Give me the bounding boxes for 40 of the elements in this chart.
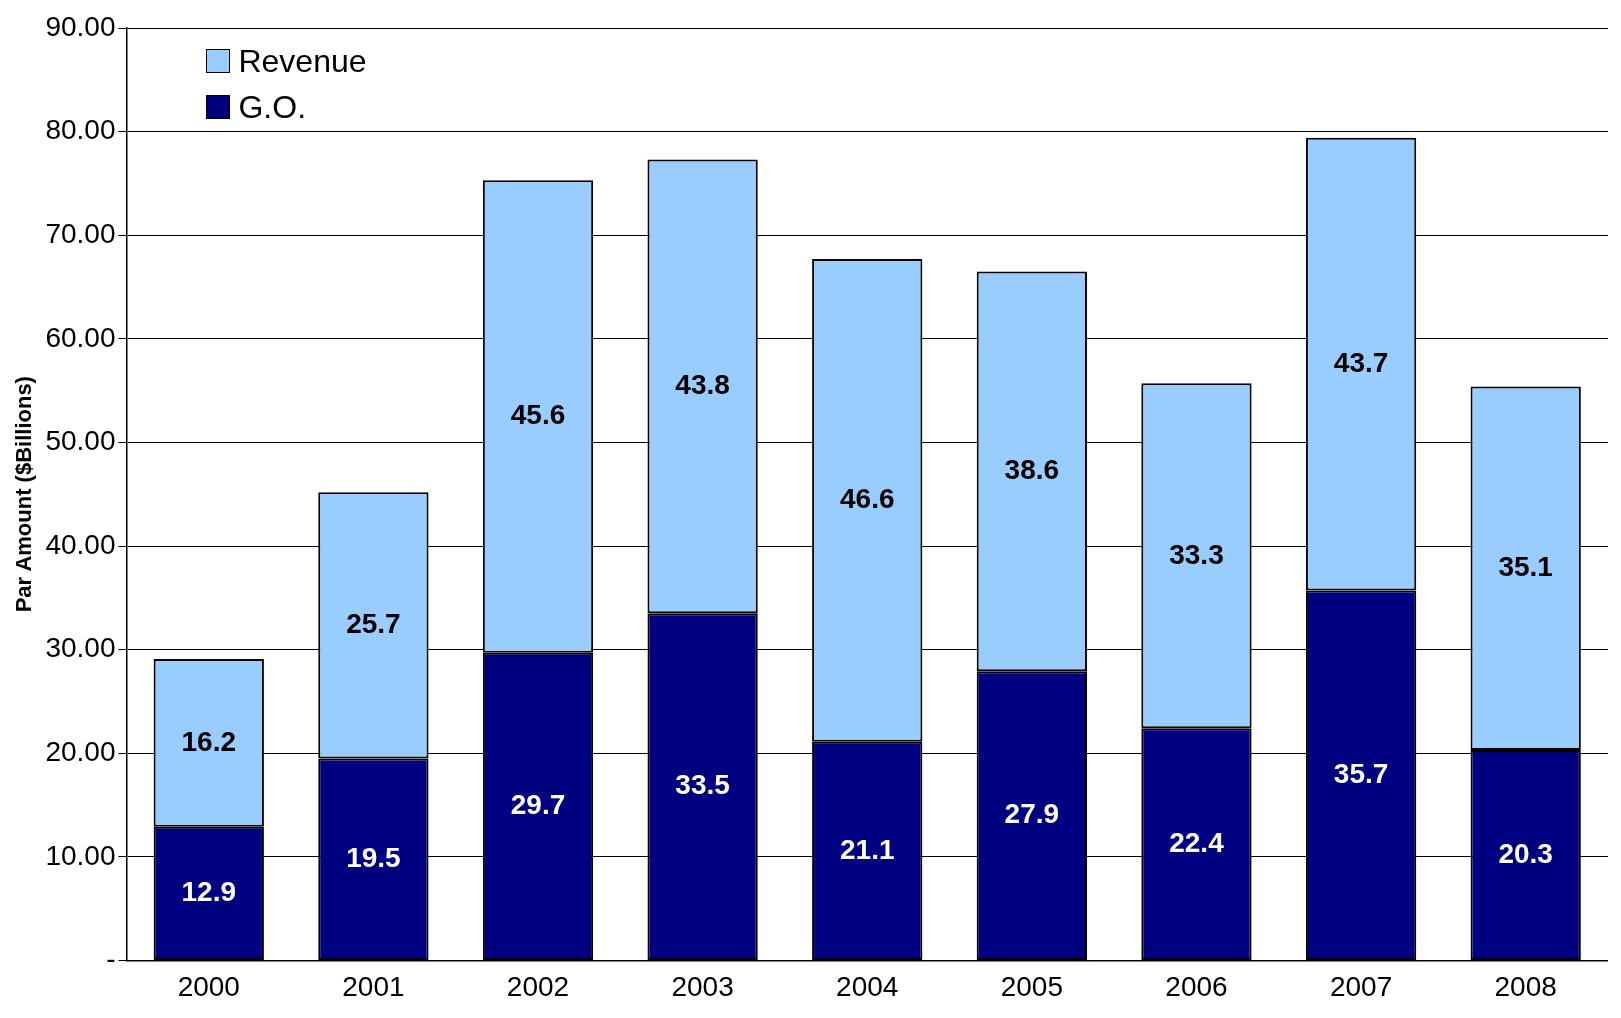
x-tick-label: 2000 bbox=[177, 970, 240, 1002]
data-label: 19.5 bbox=[346, 841, 401, 873]
y-tick-label: 80.00 bbox=[45, 114, 116, 146]
data-label: 22.4 bbox=[1169, 826, 1225, 858]
x-tick-label: 2008 bbox=[1494, 970, 1557, 1002]
legend-label: G.O. bbox=[238, 88, 307, 126]
data-label: 27.9 bbox=[1004, 798, 1060, 830]
data-label: 35.7 bbox=[1333, 757, 1389, 789]
data-label: 38.6 bbox=[1004, 454, 1060, 486]
data-label: 25.7 bbox=[346, 607, 401, 639]
data-label: 29.7 bbox=[510, 789, 566, 821]
y-tick-label: 90.00 bbox=[45, 10, 116, 42]
y-tick-label: 30.00 bbox=[45, 632, 116, 664]
data-label: 33.3 bbox=[1169, 538, 1224, 570]
data-label: 33.5 bbox=[675, 769, 730, 801]
y-tick-label: 40.00 bbox=[45, 528, 116, 560]
y-axis-title: Par Amount ($Billions) bbox=[11, 376, 37, 613]
y-tick-label: 70.00 bbox=[45, 217, 116, 249]
data-label: 43.8 bbox=[675, 369, 730, 401]
data-label: 20.3 bbox=[1498, 837, 1553, 869]
data-label: 43.7 bbox=[1333, 346, 1389, 378]
data-label: 21.1 bbox=[839, 833, 895, 865]
y-tick-label: 60.00 bbox=[45, 321, 116, 353]
data-label: 46.6 bbox=[839, 483, 895, 515]
y-tick-label: 10.00 bbox=[45, 839, 116, 871]
y-tick-label: 50.00 bbox=[45, 425, 116, 457]
x-tick-label: 2001 bbox=[342, 970, 405, 1002]
data-label: 35.1 bbox=[1498, 550, 1553, 582]
x-tick-label: 2007 bbox=[1329, 970, 1393, 1002]
data-label: 12.9 bbox=[181, 876, 237, 908]
y-tick-label: 20.00 bbox=[45, 735, 116, 767]
legend-label: Revenue bbox=[238, 42, 367, 80]
y-tick-label: - bbox=[106, 943, 116, 975]
x-tick-label: 2004 bbox=[836, 970, 899, 1002]
x-tick-label: 2005 bbox=[1000, 970, 1063, 1002]
x-tick-label: 2006 bbox=[1165, 970, 1228, 1002]
data-label: 45.6 bbox=[510, 399, 566, 431]
data-label: 16.2 bbox=[181, 725, 237, 757]
x-tick-label: 2002 bbox=[506, 970, 570, 1002]
x-tick-label: 2003 bbox=[671, 970, 734, 1002]
